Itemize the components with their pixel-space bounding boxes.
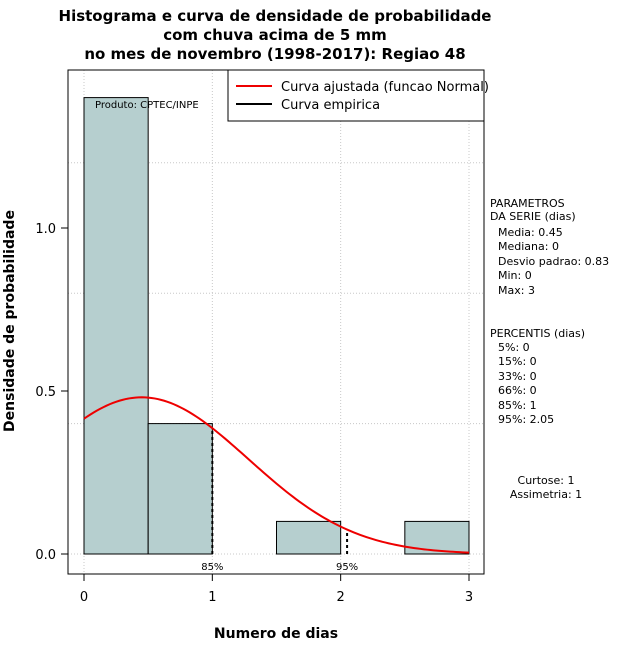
percentile-95: 95%: 2.05 <box>498 413 554 426</box>
percentile-15: 15%: 0 <box>498 355 537 368</box>
series-parameters: PARAMETROS DA SERIE (dias) Media: 0.45 M… <box>490 197 609 297</box>
percentile-33: 33%: 0 <box>498 370 537 383</box>
param-median: Mediana: 0 <box>498 240 559 253</box>
x-tick-label-3: 3 <box>465 590 473 605</box>
x-tick-label-2: 2 <box>337 590 345 605</box>
normal-curve <box>83 396 470 554</box>
x-tick-label-0: 0 <box>80 590 88 605</box>
percentiles-panel: PERCENTIS (dias) 5%: 0 15%: 0 33%: 0 66%… <box>490 327 585 426</box>
chart-title-line-2: com chuva acima de 5 mm <box>163 26 387 44</box>
histogram-bar-0 <box>83 97 149 555</box>
histogram-bar-3 <box>276 520 342 555</box>
histogram-bars <box>83 97 470 555</box>
percentiles-title: PERCENTIS (dias) <box>490 327 585 340</box>
x-tick-label-1: 1 <box>208 590 216 605</box>
param-max: Max: 3 <box>498 284 535 297</box>
y-tick-label-0: 0.0 <box>35 548 56 563</box>
params-title-1: PARAMETROS <box>490 197 565 210</box>
y-axis: 0.0 0.5 1.0 <box>35 222 69 563</box>
normal-curve-layer <box>83 396 470 554</box>
shape-stats: Curtose: 1 Assimetria: 1 <box>510 474 582 501</box>
product-annotation: Produto: CPTEC/INPE <box>95 100 199 111</box>
y-axis-title: Densidade de probabilidade <box>2 210 18 432</box>
param-min: Min: 0 <box>498 269 532 282</box>
percentile-66: 66%: 0 <box>498 384 537 397</box>
percentile-marker-label-0: 85% <box>201 562 223 573</box>
histogram-bar-5 <box>404 520 470 555</box>
percentile-5: 5%: 0 <box>498 341 530 354</box>
percentile-85: 85%: 1 <box>498 399 537 412</box>
params-title-2: DA SERIE (dias) <box>490 210 576 223</box>
skewness: Assimetria: 1 <box>510 488 582 501</box>
percentile-markers: 85% 95% <box>201 428 358 573</box>
legend-label-empirical: Curva empirica <box>281 98 380 113</box>
x-axis: 0 1 2 3 <box>80 573 473 605</box>
x-axis-title: Numero de dias <box>214 626 338 642</box>
param-stddev: Desvio padrao: 0.83 <box>498 255 609 268</box>
param-mean: Media: 0.45 <box>498 226 563 239</box>
y-tick-label-1: 0.5 <box>35 385 56 400</box>
y-tick-label-2: 1.0 <box>35 222 56 237</box>
histogram-bar-1 <box>147 423 213 555</box>
legend: Curva ajustada (funcao Normal) Curva emp… <box>227 69 489 122</box>
kurtosis: Curtose: 1 <box>518 474 575 487</box>
legend-box <box>227 69 485 122</box>
percentile-marker-label-1: 95% <box>336 562 358 573</box>
legend-label-normal: Curva ajustada (funcao Normal) <box>281 80 489 95</box>
chart-title-line-3: no mes de novembro (1998-2017): Regiao 4… <box>84 45 465 63</box>
chart-title-line-1: Histograma e curva de densidade de proba… <box>59 7 492 25</box>
